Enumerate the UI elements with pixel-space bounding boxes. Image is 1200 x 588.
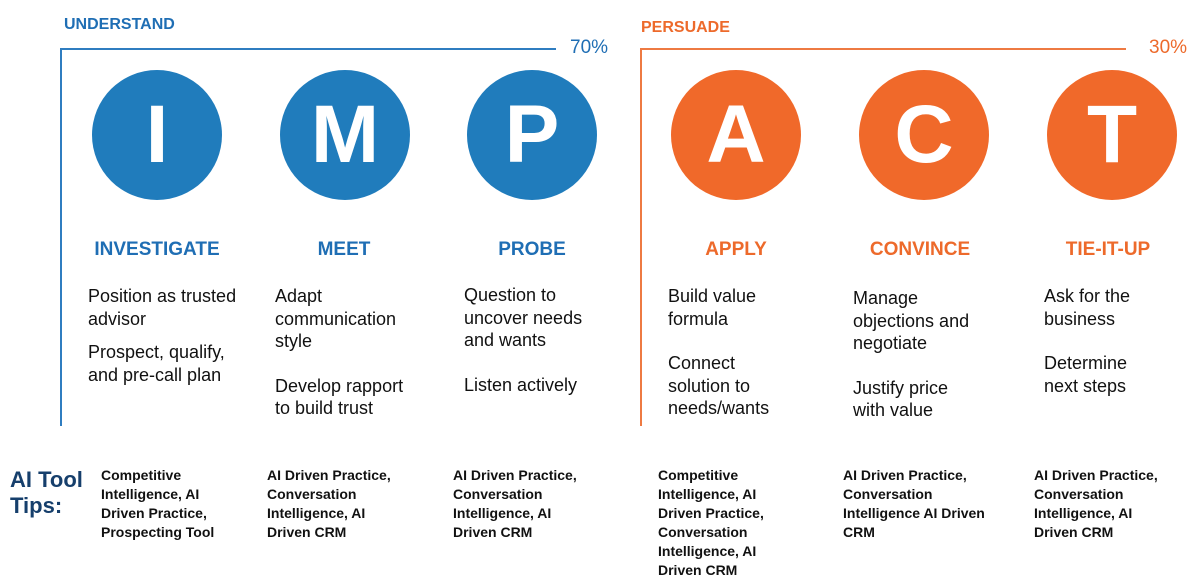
point: Build value formula (668, 286, 757, 329)
point: Connect solution to needs/wants (668, 353, 770, 418)
point: Justify price with value (853, 377, 949, 421)
step-description-tie-it-up: Ask for the business Determine next step… (1044, 285, 1164, 419)
step-description-meet: Adapt communication style Develop rappor… (275, 285, 415, 442)
point: Adapt communication style (275, 286, 397, 351)
step-description-investigate: Position as trusted advisor Prospect, qu… (88, 285, 238, 408)
persuade-bracket-top (640, 48, 1126, 50)
step-title-convince: CONVINCE (869, 239, 971, 260)
step-title-probe: PROBE (498, 239, 566, 260)
point: Prospect, qualify, and pre-call plan (88, 342, 225, 385)
circle-letter-p: P (467, 70, 597, 200)
letter-p: P (504, 89, 560, 180)
point: Listen actively (464, 374, 578, 395)
point: Ask for the business (1044, 286, 1131, 329)
point: Question to uncover needs and wants (464, 285, 583, 350)
letter-t: T (1086, 89, 1138, 180)
ai-tools-probe: AI Driven Practice, Conversation Intelli… (453, 467, 577, 540)
circle-letter-i: I (92, 70, 222, 200)
understand-bracket-top (60, 48, 556, 50)
ai-tools-apply: Competitive Intelligence, AI Driven Prac… (658, 467, 764, 578)
ai-tools-meet: AI Driven Practice, Conversation Intelli… (267, 467, 391, 540)
point: Develop rapport to build trust (275, 375, 404, 419)
section-label-persuade: PERSUADE (641, 19, 730, 36)
letter-c: C (894, 89, 954, 180)
step-title-tie-it-up: TIE-IT-UP (1065, 239, 1151, 260)
step-title-apply: APPLY (705, 239, 767, 260)
letter-m: M (310, 89, 380, 180)
step-description-probe: Question to uncover needs and wants List… (464, 284, 594, 418)
understand-percent: 70% (570, 37, 609, 58)
step-description-apply: Build value formula Connect solution to … (668, 285, 783, 442)
understand-bracket-left (60, 48, 62, 426)
point: Position as trusted advisor (88, 286, 237, 329)
ai-tools-tie-it-up: AI Driven Practice, Conversation Intelli… (1034, 467, 1158, 540)
point: Manage objections and negotiate (853, 288, 970, 353)
circle-letter-a: A (671, 70, 801, 200)
step-title-meet: MEET (317, 239, 371, 260)
ai-tools-investigate: Competitive Intelligence, AI Driven Prac… (101, 467, 215, 540)
persuade-percent: 30% (1149, 37, 1188, 58)
persuade-bracket-left (640, 48, 642, 426)
ai-tool-tips-label: AI Tool Tips: (10, 467, 83, 518)
circle-letter-c: C (859, 70, 989, 200)
section-label-understand: UNDERSTAND (64, 16, 175, 33)
step-description-convince: Manage objections and negotiate Justify … (853, 287, 983, 444)
letter-a: A (706, 89, 766, 180)
point: Determine next steps (1044, 353, 1128, 396)
circle-letter-t: T (1047, 70, 1177, 200)
ai-tools-convince: AI Driven Practice, Conversation Intelli… (843, 467, 985, 540)
circle-letter-m: M (280, 70, 410, 200)
letter-i: I (145, 89, 169, 180)
step-title-investigate: INVESTIGATE (94, 239, 220, 260)
